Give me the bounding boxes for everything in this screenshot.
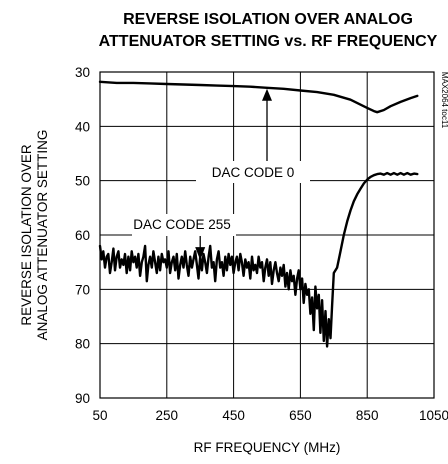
y-tick-label: 60 bbox=[75, 228, 90, 243]
y-axis-title-line-2: ANALOG ATTENUATOR SETTING bbox=[35, 130, 50, 341]
chart-title-line-2: ATTENUATOR SETTING vs. RF FREQUENCY bbox=[99, 33, 438, 50]
side-id-label: MAX2064 toc11 bbox=[440, 72, 448, 129]
x-tick-label: 450 bbox=[222, 408, 245, 423]
y-tick-label: 90 bbox=[75, 391, 90, 406]
x-tick-label: 650 bbox=[289, 408, 312, 423]
y-tick-label: 70 bbox=[75, 282, 90, 297]
series-layer bbox=[98, 80, 419, 348]
y-axis-title-line-1: REVERSE ISOLATION OVER bbox=[19, 144, 34, 326]
annotation-arrowhead bbox=[262, 88, 272, 101]
plot-frame bbox=[99, 71, 435, 399]
x-axis-title: RF FREQUENCY (MHz) bbox=[194, 440, 341, 455]
x-tick-label: 850 bbox=[356, 408, 379, 423]
annotation-arrowhead bbox=[195, 247, 206, 261]
y-tick-label: 40 bbox=[75, 119, 90, 134]
annotation-dac-code-255: DAC CODE 255 bbox=[133, 217, 231, 232]
annotations: DAC CODE 0 DAC CODE 255 bbox=[132, 88, 310, 261]
chart-title-line-1: REVERSE ISOLATION OVER ANALOG bbox=[123, 11, 413, 28]
y-tick-label: 30 bbox=[75, 65, 90, 80]
series-line-dac-code-0 bbox=[98, 80, 419, 114]
x-tick-label: 1050 bbox=[419, 408, 448, 423]
series-line-dac-code-255 bbox=[98, 171, 419, 348]
tick-labels: 50 250 450 650 850 1050 30 40 50 60 70 80 90 bbox=[75, 65, 448, 423]
annotation-dac-code-0: DAC CODE 0 bbox=[212, 165, 295, 180]
annotation-bg bbox=[196, 161, 310, 183]
x-tick-label: 50 bbox=[92, 408, 107, 423]
y-tick-label: 80 bbox=[75, 337, 90, 352]
y-tick-label: 50 bbox=[75, 174, 90, 189]
annotation-bg bbox=[132, 214, 236, 236]
x-tick-label: 250 bbox=[156, 408, 179, 423]
